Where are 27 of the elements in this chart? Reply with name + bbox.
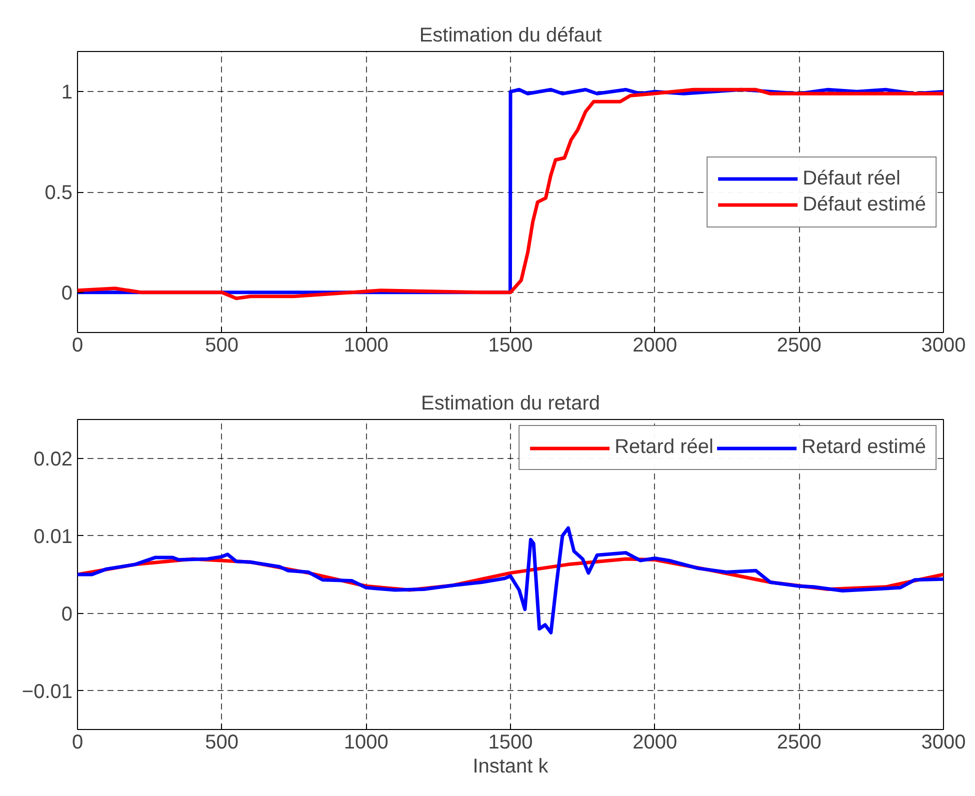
x-tick-label: 2000 <box>632 732 678 754</box>
x-axis-title: Instant k <box>472 756 550 778</box>
y-tick-label: 0.01 <box>34 526 73 548</box>
chart-title: Estimation du défaut <box>419 24 602 46</box>
line-series <box>78 526 944 634</box>
y-tick-label: −0.01 <box>22 680 73 703</box>
y-tick-label: 0 <box>61 282 72 304</box>
x-tick-label: 3000 <box>921 334 966 356</box>
x-tick-label: 3000 <box>921 732 966 754</box>
x-tick-label: 1000 <box>344 334 388 356</box>
legend-label: Retard estimé <box>802 436 926 459</box>
x-tick-label: 500 <box>205 334 239 356</box>
y-tick-label: 1 <box>61 82 72 104</box>
x-tick-label: 2000 <box>632 334 678 356</box>
y-tick-label: 0.5 <box>44 182 73 204</box>
x-tick-label: 1500 <box>488 732 533 754</box>
legend-label: Retard réel <box>614 436 714 459</box>
y-tick-label: 0.02 <box>34 448 73 470</box>
chart-title: Estimation du retard <box>421 392 600 414</box>
x-tick-label: 2500 <box>776 334 822 356</box>
x-tick-label: 2500 <box>776 732 822 754</box>
x-tick-label: 500 <box>205 732 239 754</box>
y-tick-label: 0 <box>61 603 72 626</box>
legend-label: Défaut estimé <box>802 193 926 216</box>
x-tick-label: 1000 <box>344 732 388 754</box>
legend-label: Défaut réel <box>802 167 900 190</box>
x-tick-label: 1500 <box>488 334 533 356</box>
